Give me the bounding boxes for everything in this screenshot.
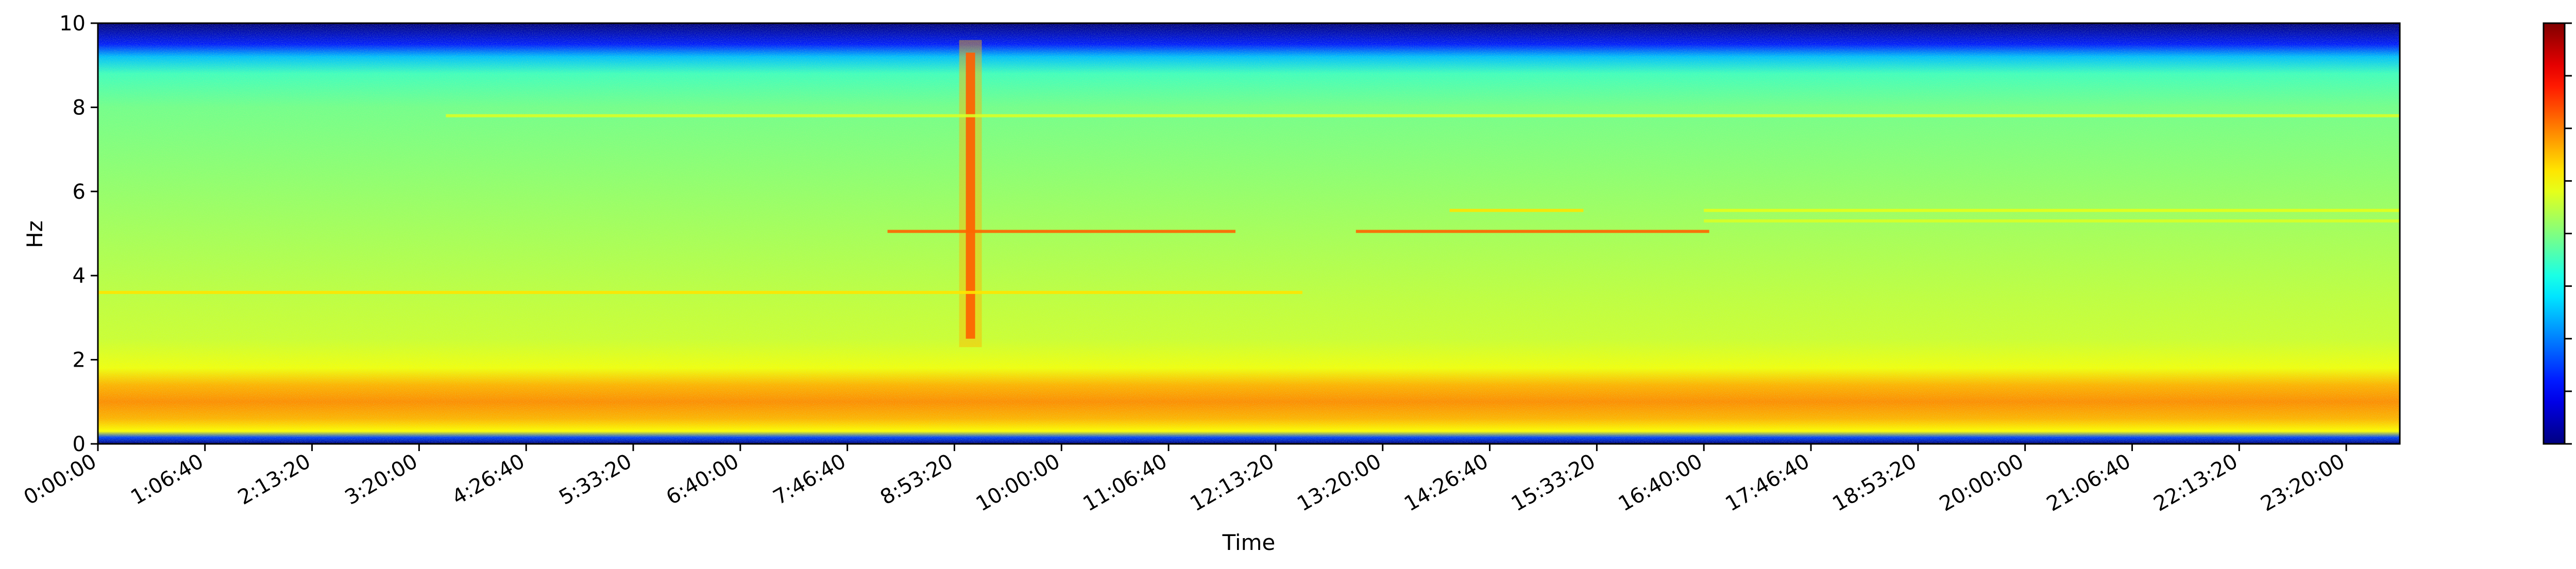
vertical-burst-halo — [959, 40, 982, 348]
y-tick-label: 10 — [59, 12, 86, 36]
x-tick-label: 20:00:00 — [1936, 450, 2028, 516]
colorbar-gradient — [2544, 23, 2565, 444]
x-tick-label: 17:46:40 — [1721, 450, 1814, 516]
y-tick-label: 8 — [73, 96, 86, 119]
x-tick-label: 12:13:20 — [1186, 450, 1278, 516]
y-tick-label: 2 — [73, 349, 86, 372]
spectrogram-noise-texture-cool — [98, 23, 2400, 444]
x-tick-label: 14:26:40 — [1400, 450, 1493, 516]
y-axis-label: Hz — [22, 220, 47, 248]
x-tick-label: 16:40:00 — [1615, 450, 1707, 516]
x-tick-label: 15:33:20 — [1507, 450, 1600, 516]
y-tick-label: 0 — [73, 433, 86, 456]
colorbar: +0 dB-10 dB-20 dB-30 dB-40 dB-50 dB-60 d… — [2543, 22, 2572, 445]
x-tick-label: 10:00:00 — [972, 450, 1064, 516]
spectrogram-plot — [98, 23, 2400, 444]
plot-frame — [97, 22, 2401, 445]
x-tick-label: 13:20:00 — [1293, 450, 1385, 516]
x-tick-label: 23:20:00 — [2257, 450, 2349, 516]
y-axis: 0 2 4 6 8 10 — [59, 12, 98, 456]
x-tick-label: 21:06:40 — [2043, 450, 2135, 516]
x-tick-label: 1:06:40 — [127, 450, 208, 510]
y-tick-label: 4 — [73, 264, 86, 288]
x-tick-label: 3:20:00 — [341, 450, 422, 510]
x-tick-label: 2:13:20 — [234, 450, 315, 510]
x-tick-label: 18:53:20 — [1828, 450, 1921, 516]
x-tick-label: 22:13:20 — [2150, 450, 2242, 516]
x-axis: 0:00:00 1:06:40 2:13:20 3:20:00 4:26:40 5:33:… — [20, 444, 2349, 516]
colorbar-ticks: +0 dB-10 dB-20 dB-30 dB-40 dB-50 dB-60 d… — [2565, 22, 2572, 445]
x-tick-label: 11:06:40 — [1079, 450, 1172, 516]
x-axis-label: Time — [1222, 530, 1276, 555]
y-tick-label: 6 — [73, 180, 86, 204]
x-tick-label: 8:53:20 — [876, 450, 957, 510]
x-tick-label: 5:33:20 — [555, 450, 636, 510]
spectrogram-features — [98, 40, 2400, 348]
x-tick-label: 6:40:00 — [662, 450, 743, 510]
x-tick-label: 7:46:40 — [769, 450, 850, 510]
x-tick-label: 4:26:40 — [448, 450, 529, 510]
x-tick-label: 0:00:00 — [20, 450, 100, 510]
vertical-burst-event — [965, 53, 975, 339]
